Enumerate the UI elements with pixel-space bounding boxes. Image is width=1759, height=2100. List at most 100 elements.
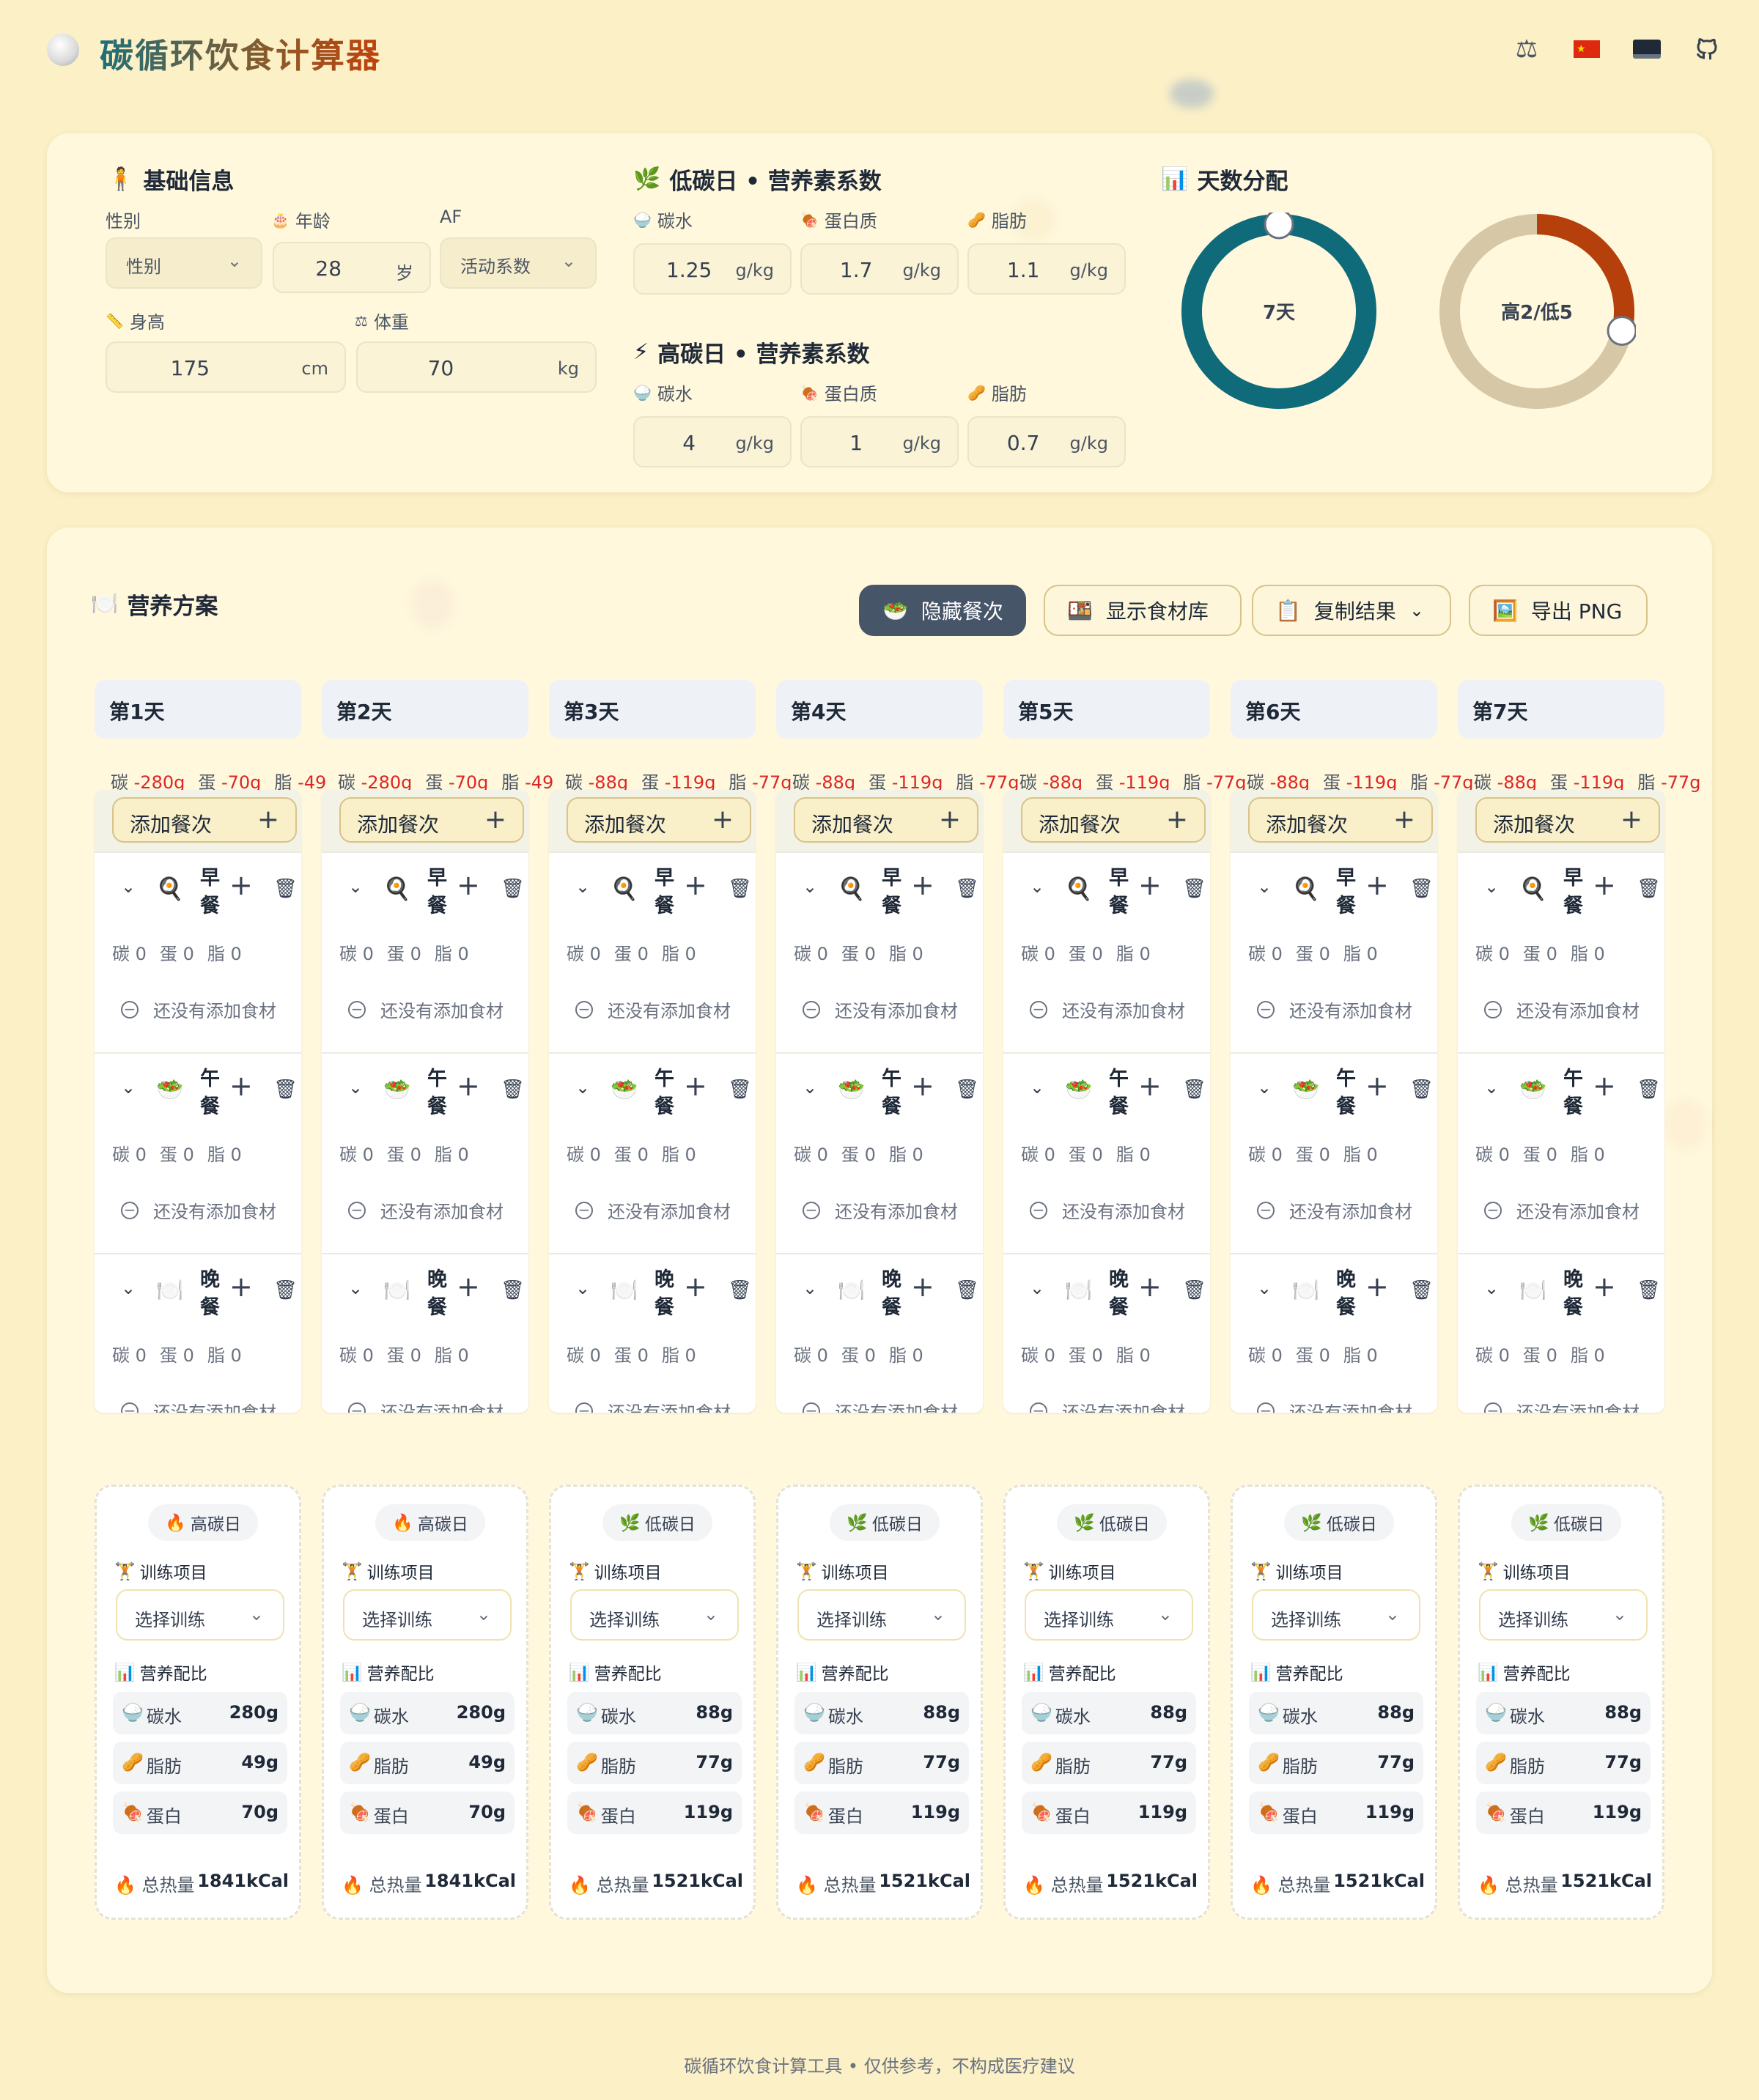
trash-icon[interactable]: 🗑 [1182,1279,1207,1301]
training-select[interactable]: 选择训练 ⌄ [1025,1589,1193,1641]
add-meal-button[interactable]: 添加餐次 + [567,797,751,843]
trash-icon[interactable]: 🗑 [1637,878,1662,900]
chevron-down-icon[interactable]: ⌄ [348,876,364,897]
chevron-down-icon[interactable]: ⌄ [803,1278,818,1298]
chevron-down-icon[interactable]: ⌄ [348,1278,364,1298]
split-donut[interactable]: 高2/低5 [1438,212,1637,413]
add-food-icon[interactable]: + [1365,1271,1389,1303]
chevron-down-icon[interactable]: ⌄ [1257,1278,1272,1298]
add-food-icon[interactable]: + [1593,1070,1616,1102]
chevron-down-icon[interactable]: ⌄ [348,1077,364,1098]
split-slider-handle[interactable] [1607,315,1637,346]
add-food-icon[interactable]: + [684,869,707,901]
trash-icon[interactable]: 🗑 [501,878,526,900]
trash-icon[interactable]: 🗑 [1182,878,1207,900]
china-flag-icon[interactable]: ★ [1571,34,1602,64]
trash-icon[interactable]: 🗑 [1637,1279,1662,1301]
hide-meals-button[interactable]: 🥗 隐藏餐次 [859,585,1026,636]
activity-factor-select[interactable]: 活动系数 ⌄ [440,237,597,289]
low-carb-fat-field[interactable]: 1.1 g/kg [967,243,1126,295]
high-carb-carb-field[interactable]: 4 g/kg [633,416,792,467]
add-food-icon[interactable]: + [1138,1070,1162,1102]
trash-icon[interactable]: 🗑 [273,878,298,900]
add-food-icon[interactable]: + [911,869,934,901]
days-slider-handle[interactable] [1264,209,1294,240]
training-select[interactable]: 选择训练 ⌄ [116,1589,284,1641]
chevron-down-icon[interactable]: ⌄ [121,1278,136,1298]
add-food-icon[interactable]: + [1365,869,1389,901]
trash-icon[interactable]: 🗑 [273,1079,298,1101]
add-meal-button[interactable]: 添加餐次 + [112,797,297,843]
add-food-icon[interactable]: + [911,1070,934,1102]
gender-select[interactable]: 性别 ⌄ [106,237,262,289]
chevron-down-icon[interactable]: ⌄ [1257,1077,1272,1098]
add-food-icon[interactable]: + [684,1070,707,1102]
chevron-down-icon[interactable]: ⌄ [575,1278,591,1298]
trash-icon[interactable]: 🗑 [501,1279,526,1301]
chevron-down-icon[interactable]: ⌄ [1484,1077,1500,1098]
training-select[interactable]: 选择训练 ⌄ [1252,1589,1420,1641]
add-food-icon[interactable]: + [1138,869,1162,901]
export-png-button[interactable]: 🖼️ 导出 PNG [1469,585,1648,636]
chevron-down-icon[interactable]: ⌄ [121,1077,136,1098]
trash-icon[interactable]: 🗑 [955,1279,980,1301]
copy-result-button[interactable]: 📋 复制结果 ⌄ [1252,585,1451,636]
age-field[interactable]: 28 岁 [273,242,431,293]
chevron-down-icon[interactable]: ⌄ [1484,876,1500,897]
add-meal-button[interactable]: 添加餐次 + [1021,797,1206,843]
low-carb-carb-field[interactable]: 1.25 g/kg [633,243,792,295]
add-food-icon[interactable]: + [911,1271,934,1303]
github-icon[interactable] [1692,34,1722,64]
chevron-down-icon[interactable]: ⌄ [1484,1278,1500,1298]
chevron-down-icon[interactable]: ⌄ [575,1077,591,1098]
add-meal-button[interactable]: 添加餐次 + [339,797,524,843]
scale-icon[interactable]: ⚖ [1515,34,1538,64]
training-select[interactable]: 选择训练 ⌄ [1479,1589,1648,1641]
add-food-icon[interactable]: + [457,1070,480,1102]
trash-icon[interactable]: 🗑 [728,1079,753,1101]
trash-icon[interactable]: 🗑 [1409,1079,1434,1101]
training-select[interactable]: 选择训练 ⌄ [570,1589,739,1641]
trash-icon[interactable]: 🗑 [728,1279,753,1301]
add-food-icon[interactable]: + [229,1271,253,1303]
trash-icon[interactable]: 🗑 [1409,1279,1434,1301]
add-food-icon[interactable]: + [457,869,480,901]
add-food-icon[interactable]: + [229,869,253,901]
trash-icon[interactable]: 🗑 [955,1079,980,1101]
chevron-down-icon[interactable]: ⌄ [575,876,591,897]
trash-icon[interactable]: 🗑 [501,1079,526,1101]
add-meal-button[interactable]: 添加餐次 + [1248,797,1433,843]
high-carb-protein-field[interactable]: 1 g/kg [800,416,959,467]
trash-icon[interactable]: 🗑 [955,878,980,900]
chevron-down-icon[interactable]: ⌄ [803,1077,818,1098]
show-food-library-button[interactable]: 🍱 显示食材库 [1044,585,1242,636]
add-food-icon[interactable]: + [1593,869,1616,901]
chevron-down-icon[interactable]: ⌄ [803,876,818,897]
chevron-down-icon[interactable]: ⌄ [1030,876,1045,897]
add-meal-button[interactable]: 添加餐次 + [1475,797,1660,843]
height-field[interactable]: 175 cm [106,341,346,393]
add-food-icon[interactable]: + [457,1271,480,1303]
weight-field[interactable]: 70 kg [356,341,597,393]
add-food-icon[interactable]: + [684,1271,707,1303]
training-select[interactable]: 选择训练 ⌄ [797,1589,966,1641]
chevron-down-icon[interactable]: ⌄ [1030,1278,1045,1298]
trash-icon[interactable]: 🗑 [1182,1079,1207,1101]
low-carb-protein-field[interactable]: 1.7 g/kg [800,243,959,295]
add-food-icon[interactable]: + [229,1070,253,1102]
add-meal-button[interactable]: 添加餐次 + [794,797,978,843]
trash-icon[interactable]: 🗑 [1637,1079,1662,1101]
trash-icon[interactable]: 🗑 [1409,878,1434,900]
add-food-icon[interactable]: + [1365,1070,1389,1102]
trash-icon[interactable]: 🗑 [728,878,753,900]
chevron-down-icon[interactable]: ⌄ [1257,876,1272,897]
add-food-icon[interactable]: + [1593,1271,1616,1303]
add-food-icon[interactable]: + [1138,1271,1162,1303]
training-select[interactable]: 选择训练 ⌄ [343,1589,512,1641]
high-carb-fat-field[interactable]: 0.7 g/kg [967,416,1126,467]
trash-icon[interactable]: 🗑 [273,1279,298,1301]
chevron-down-icon[interactable]: ⌄ [1030,1077,1045,1098]
total-days-donut[interactable]: 7天 [1180,209,1378,413]
chevron-down-icon[interactable]: ⌄ [121,876,136,897]
laptop-icon[interactable] [1631,34,1662,64]
